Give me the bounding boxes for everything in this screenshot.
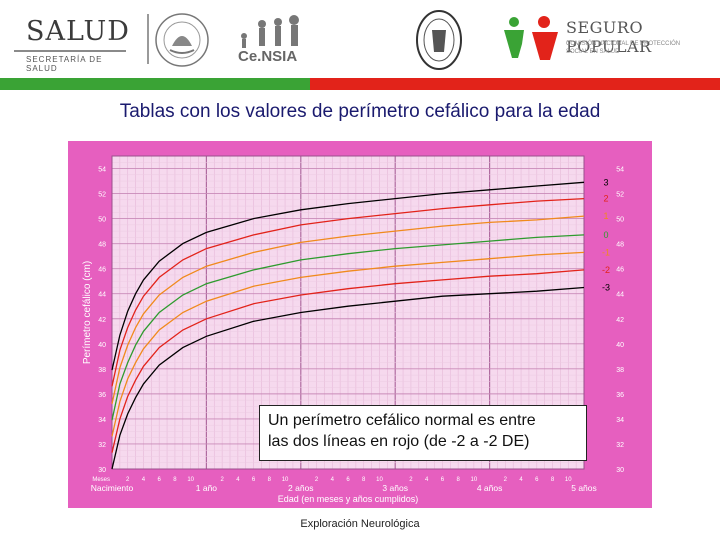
series-end-label: 1: [603, 211, 608, 221]
x-month-axis-label: Meses: [92, 477, 110, 483]
plot-border: [111, 155, 585, 470]
y-tick-label-right: 52: [616, 192, 624, 199]
y-tick-label-right: 48: [616, 242, 624, 249]
series-line: [111, 234, 585, 421]
x-month-tick-label: 10: [376, 477, 383, 483]
seguro-popular-figures-icon: [504, 16, 558, 60]
y-tick-label-left: 54: [98, 167, 106, 174]
y-tick-label-right: 36: [616, 392, 624, 399]
note-line-2: las dos líneas en rojo (de -2 a -2 DE): [268, 433, 530, 450]
x-month-tick-label: 8: [173, 477, 177, 483]
seguro-popular-wordmark: SEGURO POPULAR: [566, 18, 652, 56]
y-tick-label-right: 30: [616, 467, 624, 474]
salud-wordmark: SALUD: [26, 16, 130, 47]
series-end-label: -3: [602, 282, 610, 292]
series-line: [111, 286, 585, 470]
red-band: [310, 78, 720, 90]
x-month-tick-label: 8: [551, 477, 555, 483]
header-divider: [147, 14, 149, 64]
y-tick-label-left: 34: [98, 417, 106, 424]
institution-shield-icon: [416, 10, 462, 70]
x-month-tick-label: 4: [425, 477, 429, 483]
series-line: [111, 197, 585, 387]
x-month-tick-label: 6: [158, 477, 162, 483]
x-month-tick-label: 2: [126, 477, 130, 483]
series-end-label: 3: [603, 177, 608, 187]
x-month-tick-label: 8: [456, 477, 460, 483]
header-banner: SALUD SECRETARÍA DE SALUD Ce.NSIA SEGURO…: [0, 0, 720, 90]
x-month-tick-label: 2: [315, 477, 319, 483]
y-tick-label-left: 50: [98, 217, 106, 224]
censia-wordmark: Ce.NSIA: [238, 48, 298, 65]
y-tick-label-right: 44: [616, 292, 624, 299]
x-year-tick-label: Nacimiento: [91, 483, 134, 493]
x-month-tick-label: 2: [220, 477, 224, 483]
y-tick-label-right: 54: [616, 167, 624, 174]
salud-logo: SALUD SECRETARÍA DE SALUD: [14, 14, 132, 73]
seguro-popular-subtitle: COMISIÓN NACIONAL DE PROTECCIÓN SOCIAL E…: [566, 41, 681, 55]
censia-family-icon: [241, 15, 299, 48]
x-month-tick-label: 10: [471, 477, 478, 483]
y-tick-label-right: 40: [616, 342, 624, 349]
y-tick-label-left: 48: [98, 242, 106, 249]
footer-caption: Exploración Neurológica: [300, 518, 420, 530]
y-tick-label-right: 46: [616, 267, 624, 274]
x-month-tick-label: 4: [519, 477, 523, 483]
x-month-tick-label: 10: [282, 477, 289, 483]
series-line: [111, 215, 585, 405]
series-end-label: -2: [602, 265, 610, 275]
series-end-label: 0: [603, 230, 608, 240]
y-tick-label-left: 44: [98, 292, 106, 299]
salud-subtitle: SECRETARÍA DE SALUD: [26, 55, 103, 73]
mexico-seal-icon: [155, 13, 209, 67]
x-month-tick-label: 6: [252, 477, 256, 483]
x-month-tick-label: 4: [331, 477, 335, 483]
y-tick-label-right: 34: [616, 417, 624, 424]
x-month-tick-label: 10: [187, 477, 194, 483]
x-month-tick-label: 4: [236, 477, 240, 483]
y-tick-label-left: 46: [98, 267, 106, 274]
normal-range-note: Un perímetro cefálico normal es entre la…: [259, 405, 587, 461]
y-tick-label-left: 40: [98, 342, 106, 349]
x-month-tick-label: 4: [142, 477, 146, 483]
x-month-tick-label: 10: [565, 477, 572, 483]
x-axis-title: Edad (en meses y años cumplidos): [278, 494, 419, 504]
x-month-tick-label: 6: [535, 477, 539, 483]
y-tick-label-left: 30: [98, 467, 106, 474]
series-line: [111, 251, 585, 437]
y-tick-label-left: 42: [98, 317, 106, 324]
x-month-tick-label: 8: [268, 477, 272, 483]
y-tick-label-left: 52: [98, 192, 106, 199]
x-month-tick-label: 6: [441, 477, 445, 483]
series-line: [111, 269, 585, 453]
y-tick-label-right: 42: [616, 317, 624, 324]
note-line-1: Un perímetro cefálico normal es entre: [268, 412, 536, 429]
y-tick-label-left: 36: [98, 392, 106, 399]
series-end-label: -1: [602, 247, 610, 257]
x-month-tick-label: 6: [346, 477, 350, 483]
green-band: [0, 78, 310, 90]
x-month-tick-label: 2: [409, 477, 413, 483]
x-year-tick-label: 4 años: [477, 483, 503, 493]
salud-divider: [14, 50, 126, 52]
x-month-tick-label: 8: [362, 477, 366, 483]
y-axis-title: Perímetro cefálico (cm): [82, 261, 93, 364]
series-line: [111, 181, 585, 371]
x-year-tick-label: 1 año: [196, 483, 218, 493]
y-tick-label-right: 32: [616, 442, 624, 449]
y-tick-label-right: 38: [616, 367, 624, 374]
y-tick-label-right: 50: [616, 217, 624, 224]
slide-title: Tablas con los valores de perímetro cefá…: [119, 101, 601, 122]
x-month-tick-label: 2: [504, 477, 508, 483]
x-year-tick-label: 2 años: [288, 483, 314, 493]
series-end-label: 2: [603, 194, 608, 204]
y-tick-label-left: 38: [98, 367, 106, 374]
x-year-tick-label: 3 años: [382, 483, 408, 493]
y-tick-label-left: 32: [98, 442, 106, 449]
x-year-tick-label: 5 años: [571, 483, 597, 493]
